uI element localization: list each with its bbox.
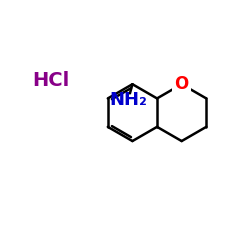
Text: HCl: HCl [32,71,70,90]
Text: O: O [174,75,189,93]
Text: NH₂: NH₂ [110,91,148,109]
